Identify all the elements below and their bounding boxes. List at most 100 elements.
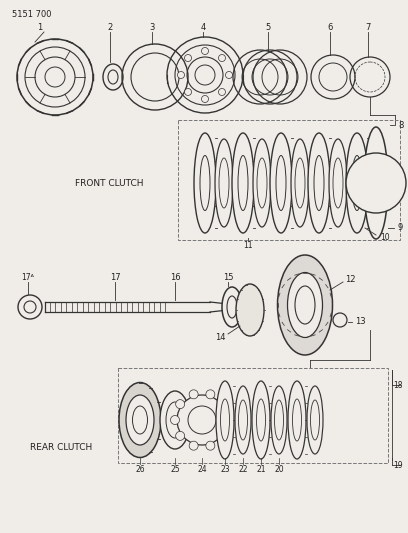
Ellipse shape: [227, 296, 237, 318]
Text: 2: 2: [107, 23, 113, 33]
Ellipse shape: [222, 287, 242, 327]
Circle shape: [346, 153, 406, 213]
Circle shape: [184, 88, 191, 95]
Text: 7: 7: [365, 23, 371, 33]
Text: 13: 13: [355, 318, 366, 327]
Ellipse shape: [288, 381, 306, 459]
Ellipse shape: [160, 391, 190, 449]
Text: 15: 15: [223, 273, 233, 282]
Ellipse shape: [271, 386, 287, 454]
Circle shape: [177, 395, 227, 445]
Ellipse shape: [295, 158, 305, 208]
Ellipse shape: [270, 133, 292, 233]
Ellipse shape: [293, 399, 302, 441]
Text: 25: 25: [170, 465, 180, 474]
Text: 12: 12: [345, 276, 355, 285]
Text: 1: 1: [38, 23, 42, 33]
Ellipse shape: [310, 400, 319, 440]
Circle shape: [177, 71, 184, 78]
Text: 4: 4: [200, 23, 206, 33]
Ellipse shape: [133, 406, 148, 434]
Ellipse shape: [307, 386, 323, 454]
Bar: [178, 120, 400, 240]
Circle shape: [202, 47, 208, 54]
Ellipse shape: [103, 64, 123, 90]
Ellipse shape: [252, 381, 270, 459]
Ellipse shape: [333, 158, 343, 208]
Circle shape: [188, 406, 216, 434]
Text: REAR CLUTCH: REAR CLUTCH: [30, 442, 92, 451]
Ellipse shape: [235, 386, 251, 454]
Ellipse shape: [288, 272, 322, 337]
Circle shape: [176, 431, 185, 440]
Circle shape: [184, 54, 191, 61]
Ellipse shape: [166, 402, 184, 438]
Text: 6: 6: [327, 23, 333, 33]
Circle shape: [220, 431, 228, 440]
Text: 10: 10: [380, 233, 390, 243]
Text: 11: 11: [243, 240, 253, 249]
Ellipse shape: [194, 133, 216, 233]
Ellipse shape: [200, 156, 210, 211]
Ellipse shape: [329, 139, 347, 227]
Text: 8: 8: [398, 120, 404, 130]
Text: 5: 5: [265, 23, 271, 33]
Text: 20: 20: [274, 465, 284, 474]
Ellipse shape: [364, 127, 388, 239]
Circle shape: [218, 54, 226, 61]
Ellipse shape: [291, 139, 309, 227]
Circle shape: [206, 441, 215, 450]
Ellipse shape: [119, 383, 161, 457]
Circle shape: [226, 71, 233, 78]
Text: 18: 18: [393, 381, 403, 390]
Text: 17ᴬ: 17ᴬ: [22, 273, 34, 282]
Text: FRONT CLUTCH: FRONT CLUTCH: [75, 179, 144, 188]
Circle shape: [24, 301, 36, 313]
Ellipse shape: [232, 133, 254, 233]
Ellipse shape: [295, 286, 315, 324]
Ellipse shape: [346, 133, 368, 233]
Ellipse shape: [277, 255, 333, 355]
Text: 3: 3: [149, 23, 155, 33]
Ellipse shape: [108, 70, 118, 84]
Ellipse shape: [276, 156, 286, 211]
Text: 26: 26: [135, 465, 145, 474]
Circle shape: [18, 295, 42, 319]
Text: 23: 23: [220, 465, 230, 474]
Text: 9: 9: [398, 223, 403, 232]
Ellipse shape: [219, 158, 229, 208]
Circle shape: [189, 390, 198, 399]
Ellipse shape: [253, 139, 271, 227]
Ellipse shape: [239, 400, 248, 440]
Bar: [118, 368, 388, 463]
Text: 16: 16: [170, 273, 180, 282]
Ellipse shape: [215, 139, 233, 227]
Text: 14: 14: [215, 334, 225, 343]
Circle shape: [171, 416, 180, 424]
Ellipse shape: [236, 284, 264, 336]
Ellipse shape: [257, 399, 266, 441]
Ellipse shape: [216, 381, 234, 459]
Ellipse shape: [126, 395, 154, 445]
Circle shape: [220, 400, 228, 409]
Ellipse shape: [238, 156, 248, 211]
Text: 17: 17: [110, 273, 120, 282]
Text: 5151 700: 5151 700: [12, 10, 51, 19]
Ellipse shape: [314, 156, 324, 211]
Ellipse shape: [308, 133, 330, 233]
Text: 24: 24: [197, 465, 207, 474]
Ellipse shape: [220, 399, 229, 441]
Circle shape: [206, 390, 215, 399]
Ellipse shape: [275, 400, 284, 440]
Circle shape: [176, 400, 185, 409]
Circle shape: [202, 95, 208, 102]
Text: 19: 19: [393, 461, 403, 470]
Circle shape: [333, 313, 347, 327]
Ellipse shape: [257, 158, 267, 208]
Circle shape: [189, 441, 198, 450]
Text: 21: 21: [256, 465, 266, 474]
Text: 22: 22: [238, 465, 248, 474]
Ellipse shape: [352, 156, 362, 211]
Circle shape: [224, 416, 233, 424]
Circle shape: [218, 88, 226, 95]
